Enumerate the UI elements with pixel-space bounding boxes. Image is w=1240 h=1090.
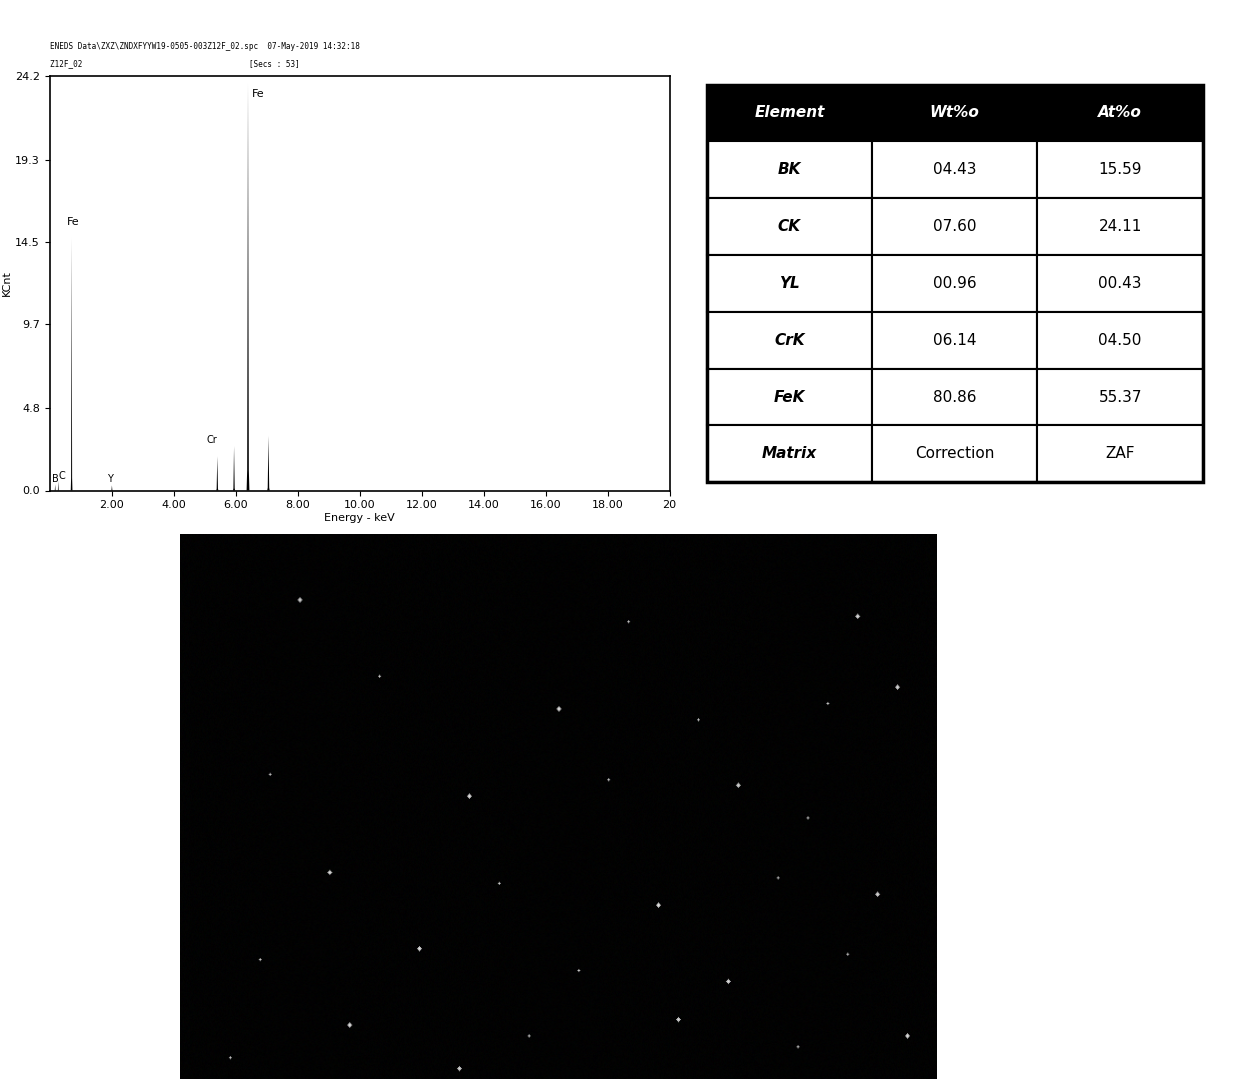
Y-axis label: KCnt: KCnt [2, 270, 12, 296]
Bar [707, 198, 872, 255]
Text: 00.43: 00.43 [1099, 276, 1142, 291]
Bar [872, 255, 1038, 312]
Polygon shape [112, 485, 113, 490]
Text: Z12F_02                                    [Secs : 53]: Z12F_02 [Secs : 53] [50, 59, 299, 68]
Text: At%o: At%o [1099, 106, 1142, 121]
Bar [707, 312, 872, 368]
Text: 00.96: 00.96 [932, 276, 977, 291]
Polygon shape [216, 457, 218, 490]
Text: Element: Element [754, 106, 825, 121]
Text: FeK: FeK [774, 389, 805, 404]
Text: BK: BK [777, 162, 801, 178]
Bar [707, 142, 872, 198]
Text: 04.50: 04.50 [1099, 332, 1142, 348]
Text: ENEDS Data\ZXZ\ZNDXFYYW19-0505-003Z12F_02.spc  07-May-2019 14:32:18: ENEDS Data\ZXZ\ZNDXFYYW19-0505-003Z12F_0… [50, 43, 360, 51]
Bar [872, 368, 1038, 425]
Bar [1038, 85, 1203, 142]
Text: Fe: Fe [252, 89, 264, 99]
Text: Matrix: Matrix [761, 446, 817, 461]
Text: 24.11: 24.11 [1099, 219, 1142, 234]
Text: C: C [58, 471, 64, 481]
Bar [707, 85, 872, 142]
Bar [872, 198, 1038, 255]
Bar [872, 312, 1038, 368]
Text: 80.86: 80.86 [932, 389, 977, 404]
Text: Wt%o: Wt%o [930, 106, 980, 121]
Bar [872, 425, 1038, 482]
Polygon shape [233, 446, 236, 490]
Bar [1038, 312, 1203, 368]
Text: 04.43: 04.43 [932, 162, 977, 178]
Polygon shape [247, 83, 249, 490]
Text: Fe: Fe [67, 217, 79, 227]
Bar [1038, 368, 1203, 425]
Polygon shape [71, 238, 72, 490]
Bar [872, 85, 1038, 142]
Text: 07.60: 07.60 [932, 219, 977, 234]
Text: B: B [52, 474, 58, 484]
Bar [1038, 142, 1203, 198]
Text: 15.59: 15.59 [1099, 162, 1142, 178]
X-axis label: Energy - keV: Energy - keV [324, 513, 396, 523]
Polygon shape [57, 481, 60, 490]
Text: CK: CK [777, 219, 801, 234]
Bar [707, 425, 872, 482]
Text: Correction: Correction [915, 446, 994, 461]
Bar [1038, 425, 1203, 482]
Text: Cr: Cr [206, 435, 217, 445]
Text: ZAF: ZAF [1105, 446, 1135, 461]
Bar [707, 255, 872, 312]
Text: 55.37: 55.37 [1099, 389, 1142, 404]
Text: CrK: CrK [774, 332, 805, 348]
Bar [1038, 198, 1203, 255]
Bar [1038, 255, 1203, 312]
Polygon shape [267, 436, 270, 490]
Bar [872, 142, 1038, 198]
Text: YL: YL [779, 276, 800, 291]
Text: 06.14: 06.14 [932, 332, 977, 348]
Bar [707, 368, 872, 425]
Text: Y: Y [107, 474, 113, 484]
